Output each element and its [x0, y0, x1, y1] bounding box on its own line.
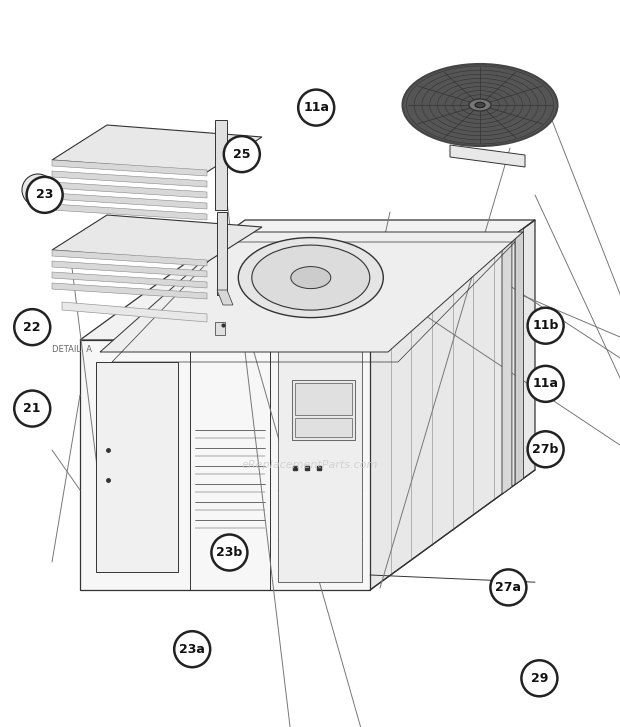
Polygon shape — [52, 272, 207, 288]
Polygon shape — [450, 145, 525, 167]
Text: 23a: 23a — [179, 643, 205, 656]
Circle shape — [528, 308, 564, 344]
Circle shape — [521, 660, 557, 696]
Polygon shape — [292, 380, 355, 440]
Circle shape — [298, 89, 334, 126]
Circle shape — [22, 174, 54, 206]
Text: 27b: 27b — [533, 443, 559, 456]
Circle shape — [14, 390, 50, 427]
Polygon shape — [295, 383, 352, 415]
Polygon shape — [52, 182, 207, 198]
Polygon shape — [215, 120, 227, 210]
Polygon shape — [52, 215, 262, 262]
Polygon shape — [217, 212, 227, 295]
Polygon shape — [52, 160, 207, 176]
Circle shape — [14, 309, 50, 345]
Circle shape — [211, 534, 247, 571]
Polygon shape — [370, 220, 535, 590]
Ellipse shape — [402, 64, 557, 146]
Circle shape — [224, 136, 260, 172]
Polygon shape — [278, 348, 362, 582]
Ellipse shape — [252, 245, 370, 310]
Text: 29: 29 — [531, 672, 548, 685]
Polygon shape — [52, 125, 262, 172]
Ellipse shape — [475, 103, 485, 108]
Polygon shape — [217, 290, 233, 305]
Circle shape — [528, 431, 564, 467]
Text: 27a: 27a — [495, 581, 521, 594]
Text: eReplacementParts.com: eReplacementParts.com — [242, 460, 378, 470]
Polygon shape — [80, 340, 370, 590]
Polygon shape — [295, 418, 352, 437]
Polygon shape — [502, 237, 512, 494]
Polygon shape — [52, 250, 207, 266]
Polygon shape — [80, 220, 535, 340]
Circle shape — [490, 569, 526, 606]
Ellipse shape — [238, 238, 383, 318]
Polygon shape — [515, 228, 523, 484]
Polygon shape — [52, 204, 207, 220]
Polygon shape — [96, 362, 178, 572]
Circle shape — [528, 366, 564, 402]
Circle shape — [27, 177, 63, 213]
Polygon shape — [100, 232, 523, 352]
Text: 25: 25 — [233, 148, 250, 161]
Polygon shape — [52, 283, 207, 299]
Circle shape — [29, 181, 47, 199]
Ellipse shape — [469, 99, 491, 111]
Text: 23: 23 — [36, 188, 53, 201]
Text: 11a: 11a — [303, 101, 329, 114]
Text: 23b: 23b — [216, 546, 242, 559]
Polygon shape — [62, 302, 207, 322]
Circle shape — [174, 631, 210, 667]
Polygon shape — [52, 193, 207, 209]
Polygon shape — [52, 261, 207, 277]
Ellipse shape — [291, 267, 331, 289]
Circle shape — [34, 186, 42, 194]
Text: DETAIL  A: DETAIL A — [52, 345, 92, 354]
Text: 11a: 11a — [533, 377, 559, 390]
Text: 11b: 11b — [533, 319, 559, 332]
Text: 21: 21 — [24, 402, 41, 415]
Text: 22: 22 — [24, 321, 41, 334]
Polygon shape — [215, 322, 225, 335]
Polygon shape — [52, 171, 207, 187]
